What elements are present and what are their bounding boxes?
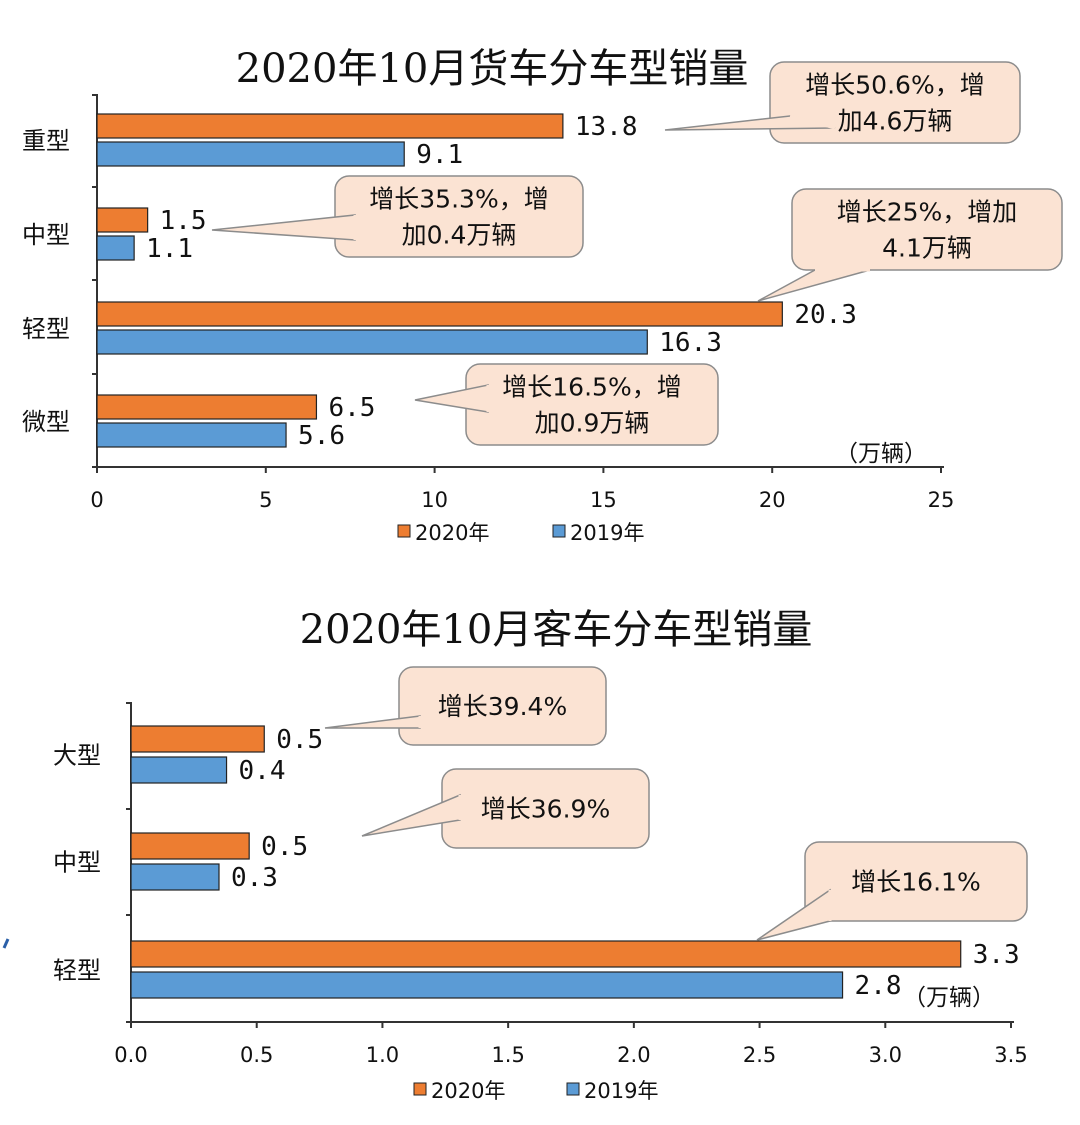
truck-x-tick-label: 10 bbox=[421, 488, 448, 512]
truck-callout-box bbox=[769, 61, 1021, 144]
truck-legend-label: 2019年 bbox=[570, 521, 644, 545]
bus-bar-2020 bbox=[130, 725, 265, 753]
bus-data-label: 3.3 bbox=[973, 940, 1020, 970]
truck-legend-swatch-2020 bbox=[397, 524, 411, 538]
bus-x-tick-label: 2.0 bbox=[617, 1043, 650, 1067]
bus-callout-box bbox=[398, 666, 607, 746]
truck-data-label: 5.6 bbox=[298, 421, 345, 451]
bus-legend-swatch-2020 bbox=[413, 1082, 427, 1096]
bus-x-tick-label: 1.5 bbox=[491, 1043, 524, 1067]
bus-category-label: 大型 bbox=[53, 742, 101, 770]
edge-mark bbox=[2, 938, 10, 949]
bus-x-tick-label: 2.5 bbox=[743, 1043, 776, 1067]
truck-bar-2020 bbox=[96, 301, 783, 327]
truck-x-tick-label: 5 bbox=[259, 488, 272, 512]
bus-x-tick-label: 3.0 bbox=[869, 1043, 902, 1067]
bus-x-tick-label: 0.5 bbox=[240, 1043, 273, 1067]
bus-x-tick-label: 1.0 bbox=[366, 1043, 399, 1067]
truck-data-label: 1.5 bbox=[160, 206, 207, 236]
bus-callout-pointer bbox=[324, 715, 421, 729]
bus-x-tick-label: 0.0 bbox=[114, 1043, 147, 1067]
truck-data-label: 20.3 bbox=[794, 300, 857, 330]
truck-callout-text: 增长35.3%，增 bbox=[369, 185, 548, 214]
truck-callout-text: 增长16.5%，增 bbox=[502, 373, 681, 402]
bus-legend-swatch-2019 bbox=[566, 1082, 580, 1096]
truck-callout-pointer bbox=[757, 269, 871, 302]
bus-callout-text: 增长36.9% bbox=[481, 795, 610, 824]
bus-bar-2019 bbox=[130, 863, 220, 891]
bus-data-label: 0.5 bbox=[261, 832, 308, 862]
bus-legend-label: 2019年 bbox=[584, 1079, 658, 1103]
truck-unit-label: （万辆） bbox=[835, 441, 927, 467]
truck-category-label: 轻型 bbox=[22, 315, 70, 343]
truck-callout-joint bbox=[789, 114, 836, 130]
truck-callout-pointer bbox=[211, 214, 356, 241]
truck-bar-2020 bbox=[96, 394, 318, 420]
truck-bar-2019 bbox=[96, 141, 405, 167]
truck-bar-2019 bbox=[96, 329, 648, 355]
truck-callout-text: 加0.4万辆 bbox=[402, 221, 517, 250]
truck-callout-text: 增长25%，增加 bbox=[837, 198, 1018, 227]
truck-callout-text: 加4.6万辆 bbox=[838, 107, 953, 136]
truck-callout-pointer bbox=[414, 384, 489, 413]
bus-x-tick-label: 3.5 bbox=[994, 1043, 1027, 1067]
bus-callout-box bbox=[804, 841, 1028, 922]
truck-x-tick-label: 15 bbox=[590, 488, 617, 512]
bus-bar-2020 bbox=[130, 940, 962, 968]
bus-unit-label: （万辆） bbox=[903, 985, 995, 1011]
bus-callout-pointer bbox=[756, 888, 831, 941]
truck-callout-text: 4.1万辆 bbox=[882, 234, 972, 263]
truck-data-label: 1.1 bbox=[146, 234, 193, 264]
truck-x-tick-label: 0 bbox=[90, 488, 103, 512]
truck-legend-label: 2020年 bbox=[415, 521, 489, 545]
truck-data-label: 6.5 bbox=[328, 393, 375, 423]
truck-data-label: 9.1 bbox=[416, 140, 463, 170]
truck-category-label: 重型 bbox=[22, 127, 70, 155]
bus-callout-text: 增长39.4% bbox=[438, 692, 567, 721]
truck-callout-box bbox=[791, 188, 1063, 271]
bus-category-label: 轻型 bbox=[53, 957, 101, 985]
truck-bar-2020 bbox=[96, 113, 564, 139]
truck-x-tick-label: 20 bbox=[759, 488, 786, 512]
truck-x-tick-label: 25 bbox=[928, 488, 955, 512]
truck-legend-swatch-2019 bbox=[552, 524, 566, 538]
truck-callout-text: 加0.9万辆 bbox=[535, 409, 650, 438]
bus-category-label: 中型 bbox=[53, 849, 101, 877]
bus-data-label: 0.5 bbox=[276, 725, 323, 755]
truck-callout-text: 增长50.6%，增 bbox=[805, 71, 984, 100]
bus-chart-title: 2020年10月客车分车型销量 bbox=[300, 607, 813, 653]
truck-bar-2020 bbox=[96, 207, 149, 233]
bus-data-label: 0.4 bbox=[239, 756, 286, 786]
bus-bar-2019 bbox=[130, 971, 844, 999]
truck-category-label: 中型 bbox=[22, 221, 70, 249]
bus-bar-2019 bbox=[130, 756, 228, 784]
truck-category-label: 微型 bbox=[22, 408, 70, 436]
bus-bar-2020 bbox=[130, 832, 250, 860]
bus-data-label: 2.8 bbox=[855, 971, 902, 1001]
truck-data-label: 13.8 bbox=[575, 112, 638, 142]
truck-bar-2019 bbox=[96, 422, 287, 448]
truck-bar-2019 bbox=[96, 235, 135, 261]
bus-data-label: 0.3 bbox=[231, 863, 278, 893]
bus-callout-text: 增长16.1% bbox=[851, 868, 980, 897]
truck-data-label: 16.3 bbox=[659, 328, 722, 358]
bus-legend-label: 2020年 bbox=[431, 1079, 505, 1103]
truck-chart-title: 2020年10月货车分车型销量 bbox=[236, 46, 749, 92]
